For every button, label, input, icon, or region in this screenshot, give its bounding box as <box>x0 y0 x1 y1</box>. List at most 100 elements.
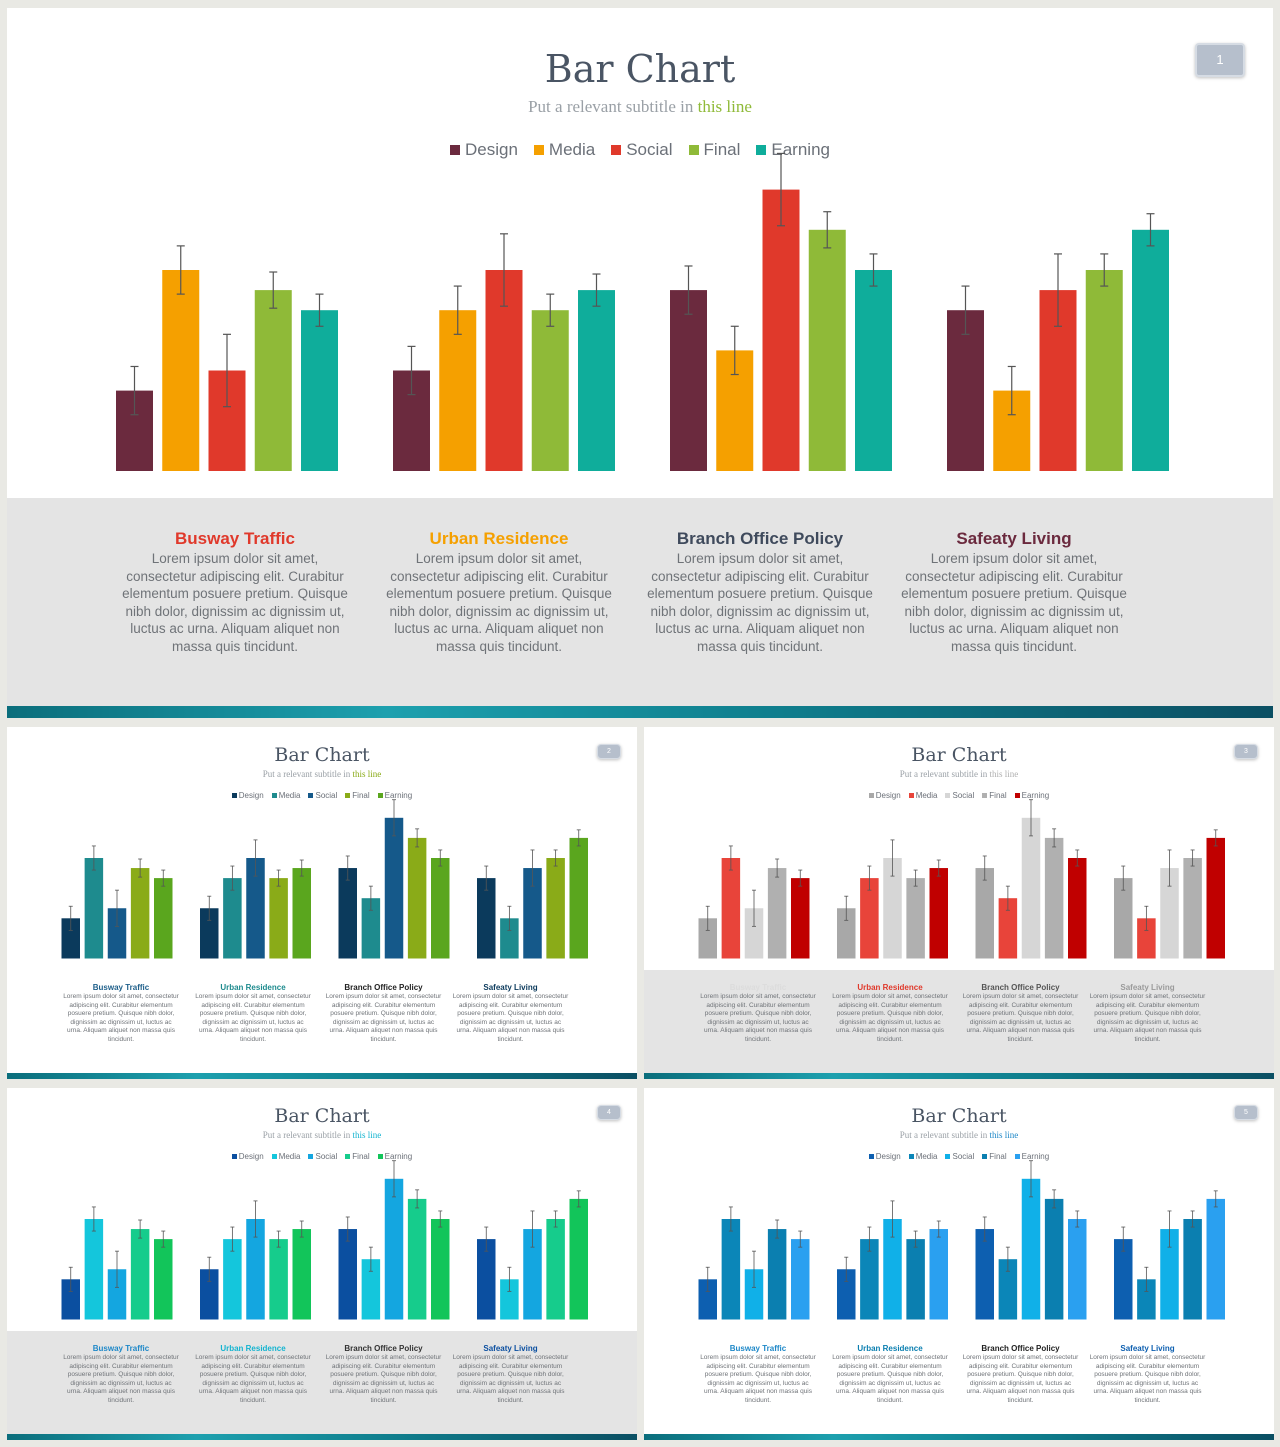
slide-1[interactable]: Bar Chart Put a relevant subtitle in this… <box>7 8 1273 718</box>
description-body: Lorem ipsum dolor sit amet, consectetur … <box>386 551 612 654</box>
description-heading: Busway Traffic <box>729 1344 787 1353</box>
subtitle-highlight: this line <box>989 769 1019 779</box>
description-heading: Busway Traffic <box>92 983 150 992</box>
bar <box>407 1198 427 1320</box>
legend-swatch <box>449 145 460 155</box>
legend-item: Media <box>908 791 937 800</box>
legend-swatch <box>756 145 767 155</box>
legend-label: Earning <box>1021 791 1050 800</box>
description-band <box>644 970 1274 1079</box>
bar-group <box>338 799 450 959</box>
bar <box>998 1259 1018 1320</box>
bar <box>1160 868 1179 959</box>
legend-label: Social <box>315 791 338 800</box>
bar <box>301 310 338 471</box>
legend-swatch <box>688 145 699 155</box>
legend-swatch <box>231 1154 237 1159</box>
bottom-strip <box>7 706 1273 718</box>
bar <box>292 1229 311 1320</box>
description-body: Lorem ipsum dolor sit amet, consectetur … <box>63 1354 179 1404</box>
slide-title: Bar Chart <box>544 47 736 91</box>
bottom-strip <box>7 1434 637 1440</box>
slide-number-badge[interactable]: 1 <box>1195 43 1245 77</box>
bar <box>254 290 292 471</box>
bar-group <box>338 1160 450 1320</box>
legend-swatch <box>345 1154 351 1159</box>
bar <box>1068 1219 1087 1320</box>
legend-swatch <box>377 1154 383 1159</box>
bar-group <box>698 1206 810 1320</box>
legend-swatch <box>1014 793 1020 798</box>
bar <box>1183 858 1202 959</box>
bar <box>223 1239 242 1320</box>
description-heading: Branch Office Policy <box>676 529 844 548</box>
description-block: Branch Office Policy Lorem ipsum dolor si… <box>963 1343 1079 1406</box>
description-body: Lorem ipsum dolor sit amet, consectetur … <box>901 551 1127 654</box>
bar <box>84 1219 104 1320</box>
description-body: Lorem ipsum dolor sit amet, consectetur … <box>452 993 569 1043</box>
bar <box>384 1178 404 1320</box>
slide-number-badge[interactable]: 4 <box>597 1105 621 1120</box>
legend-item: Social <box>308 1152 337 1161</box>
slide-number-badge[interactable]: 2 <box>597 744 621 759</box>
bar <box>947 310 984 471</box>
bar <box>791 878 810 959</box>
description-heading: Urban Residence <box>429 529 569 548</box>
description-block: Safeaty Living Lorem ipsum dolor sit amet… <box>453 1343 569 1406</box>
bar <box>407 837 427 959</box>
legend-label: Final <box>352 791 370 800</box>
bar <box>531 310 569 471</box>
chart-legend: Design Media Social Final Earning <box>644 1152 1274 1161</box>
bar <box>744 908 764 959</box>
bar <box>1132 229 1169 471</box>
legend-swatch <box>868 1154 874 1159</box>
slide-number-badge[interactable]: 3 <box>1234 744 1258 759</box>
bar <box>855 270 892 471</box>
bar-group <box>393 233 615 471</box>
bar <box>906 878 925 959</box>
subtitle-text: Put a relevant subtitle in <box>262 1130 353 1140</box>
legend-item: Earning <box>377 791 412 800</box>
legend-swatch <box>868 793 874 798</box>
slide-number-badge[interactable]: 5 <box>1234 1105 1258 1120</box>
description-heading: Busway Traffic <box>175 529 295 548</box>
legend-swatch <box>945 1154 951 1159</box>
bar <box>546 858 565 959</box>
legend-label: Earning <box>384 1152 413 1161</box>
legend-item: Final <box>688 140 740 160</box>
legend-label: Design <box>238 791 264 800</box>
legend-swatch <box>908 793 914 798</box>
bar <box>523 1229 542 1320</box>
description-body: Lorem ipsum dolor sit amet, consectetur … <box>962 1354 1079 1404</box>
legend-label: Social <box>952 1152 975 1161</box>
description-heading: Urban Residence <box>220 1344 286 1353</box>
bar <box>837 1269 856 1320</box>
description-block: Busway Traffic Lorem ipsum dolor sit amet… <box>63 1343 179 1406</box>
description-heading: Safeaty Living <box>956 529 1072 548</box>
legend-label: Earning <box>1021 1152 1050 1161</box>
description-heading: Safeaty Living <box>483 983 538 992</box>
bar-group <box>947 213 1169 471</box>
slide-2[interactable]: Bar Chart Put a relevant subtitle in this… <box>7 727 637 1079</box>
bar-group <box>698 845 810 959</box>
bar <box>578 290 615 471</box>
bar <box>791 1239 810 1320</box>
bar <box>837 908 856 959</box>
description-band <box>7 1331 637 1440</box>
legend-swatch <box>611 145 622 155</box>
legend-label: Social <box>315 1152 338 1161</box>
slide-4[interactable]: Bar Chart Put a relevant subtitle in this… <box>7 1088 637 1440</box>
legend-swatch <box>308 793 314 798</box>
slide-5[interactable]: Bar Chart Put a relevant subtitle in this… <box>644 1088 1274 1440</box>
slide-subtitle: Put a relevant subtitle in this line <box>7 1130 637 1140</box>
bar-chart <box>116 152 1169 471</box>
bar <box>975 868 994 959</box>
bar <box>431 1219 450 1320</box>
slide-3[interactable]: Bar Chart Put a relevant subtitle in this… <box>644 727 1274 1079</box>
bar <box>200 1269 219 1320</box>
legend-swatch <box>231 793 237 798</box>
bar <box>84 858 104 959</box>
bar <box>269 878 288 959</box>
legend-label: Design <box>875 1152 901 1161</box>
description-heading: Urban Residence <box>857 1344 923 1353</box>
